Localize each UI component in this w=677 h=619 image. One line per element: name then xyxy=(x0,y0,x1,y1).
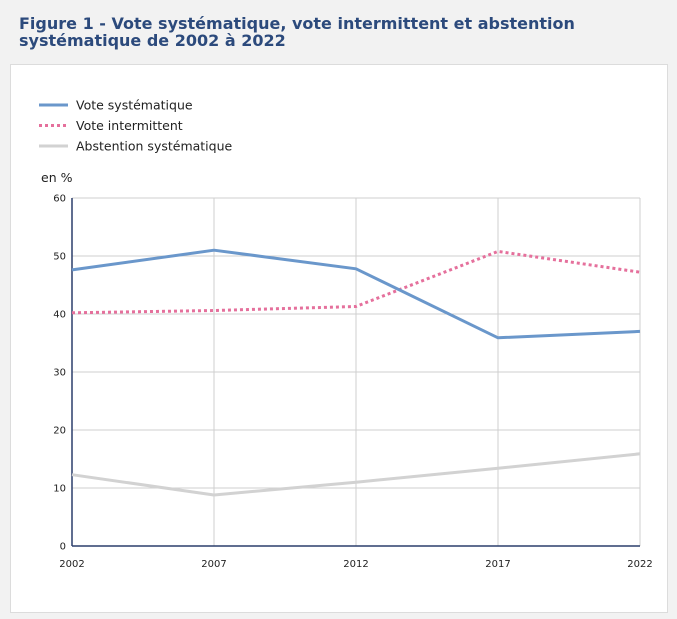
y-tick-label: 0 xyxy=(60,542,66,553)
legend-label-1: Vote intermittent xyxy=(76,118,183,133)
y-axis-unit-label: en % xyxy=(41,170,73,185)
series-line-0 xyxy=(71,248,641,340)
tick-labels: 0 10 20 30 40 50 60 2002 2007 2012 2017 2022 xyxy=(53,194,652,571)
line-chart: Vote systématique Vote intermittent Absten… xyxy=(39,98,653,571)
chart-panel: Vote systématique Vote intermittent Absten… xyxy=(10,64,668,613)
x-tick-label: 2022 xyxy=(627,559,652,570)
grid-lines xyxy=(72,197,641,546)
figure-title: Figure 1 - Vote systématique, vote inter… xyxy=(19,14,575,50)
legend-label-0: Vote systématique xyxy=(76,98,193,113)
chart-legend: Vote systématique Vote intermittent Absten… xyxy=(39,98,233,154)
y-tick-label: 30 xyxy=(53,368,66,379)
y-tick-label: 60 xyxy=(53,194,66,205)
x-tick-label: 2017 xyxy=(485,559,510,570)
x-tick-label: 2002 xyxy=(59,559,84,570)
x-tick-label: 2007 xyxy=(201,559,226,570)
y-tick-label: 20 xyxy=(53,426,66,437)
data-series xyxy=(71,248,641,497)
series-line-1 xyxy=(71,249,641,315)
x-tick-label: 2012 xyxy=(343,559,368,570)
axes xyxy=(71,198,640,547)
y-tick-label: 10 xyxy=(53,484,66,495)
legend-label-2: Abstention systématique xyxy=(76,139,233,154)
y-tick-label: 40 xyxy=(53,310,66,321)
series-line-2 xyxy=(71,452,641,497)
y-tick-label: 50 xyxy=(53,252,66,263)
